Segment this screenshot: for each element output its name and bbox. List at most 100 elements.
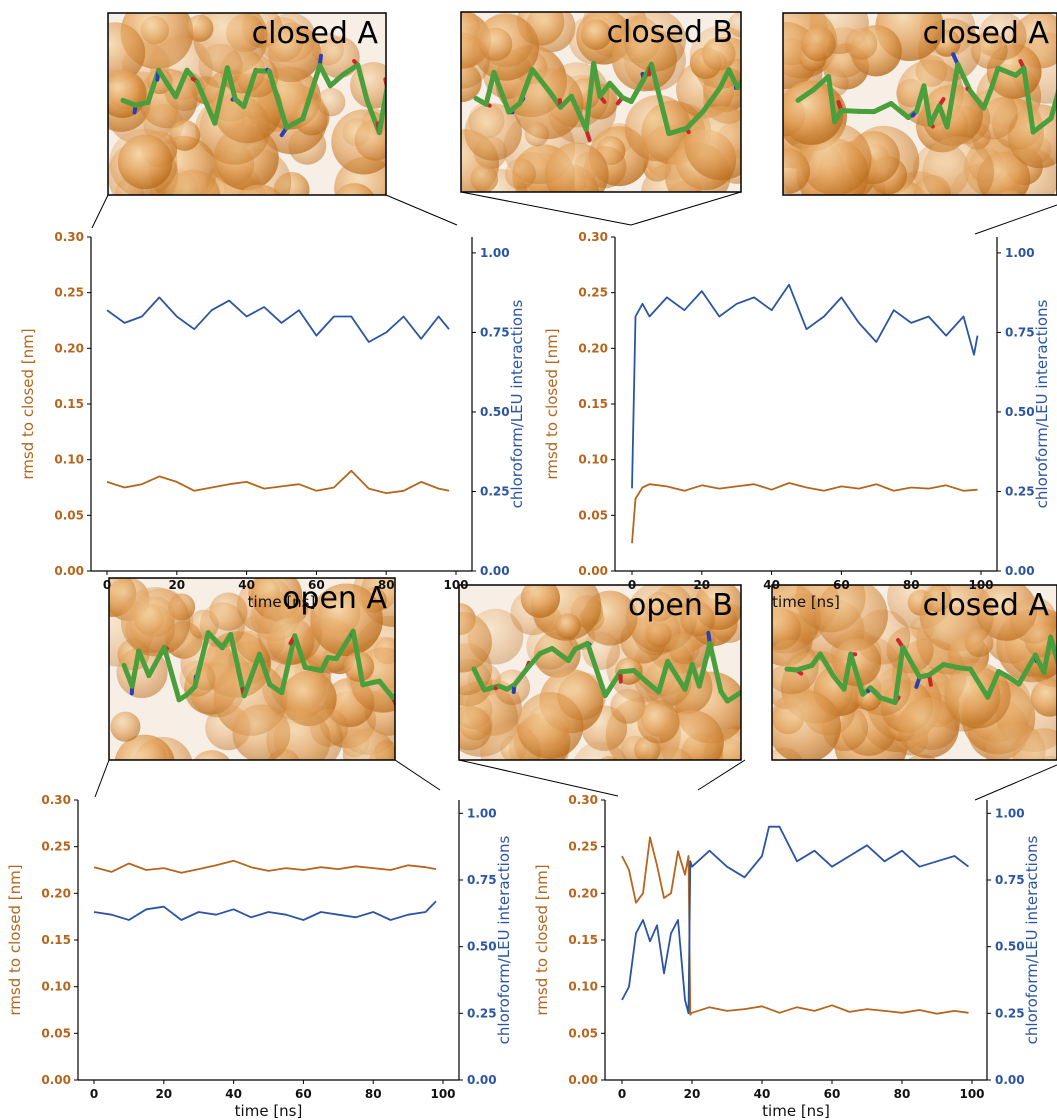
peptide-bond: [602, 669, 624, 699]
solvent-sphere: [120, 587, 191, 657]
y-left-tick-label: 0.05: [41, 1026, 71, 1040]
peptide-bond: [279, 633, 298, 696]
y-right-tick-label: 1.00: [467, 806, 497, 820]
peptide-bond: [817, 651, 836, 679]
interactions-series-line: [93, 900, 437, 921]
y-right-axis-label: chloroform/LEU interactions: [1023, 835, 1041, 1044]
solvent-sphere: [783, 80, 844, 145]
x-axis-label: time [ns]: [248, 593, 316, 611]
y-right-tick-label: 0.75: [995, 873, 1025, 887]
solvent-sphere: [1039, 755, 1057, 760]
peptide-bond: [941, 662, 962, 671]
peptide-bond: [657, 94, 672, 137]
x-tick-label: 20: [693, 578, 710, 592]
solvent-sphere: [684, 105, 741, 181]
x-tick-label: 20: [684, 1087, 701, 1101]
solvent-sphere: [897, 697, 959, 759]
solvent-sphere: [637, 701, 680, 744]
y-left-tick-label: 0.15: [41, 933, 71, 947]
molecule-inset: open B: [458, 584, 742, 761]
peptide-bond: [512, 667, 529, 688]
connector-line: [394, 759, 441, 791]
y-right-tick-label: 0.75: [467, 873, 497, 887]
rmsd-series-line: [93, 859, 437, 874]
peptide-bond: [529, 67, 552, 94]
x-tick-label: 60: [824, 1087, 841, 1101]
peptide-bond: [471, 666, 487, 693]
inset-label: open B: [628, 588, 733, 623]
inset-frame: [460, 11, 742, 193]
solvent-sphere: [108, 22, 146, 84]
peptide-bond: [568, 93, 589, 132]
x-tick-label: 0: [618, 1087, 626, 1101]
solvent-sphere: [316, 87, 346, 117]
solvent-sphere: [459, 611, 492, 673]
peptide-bond: [340, 62, 361, 77]
solvent-sphere: [643, 658, 692, 707]
peptide-bond: [871, 101, 894, 115]
y-right-tick-label: 0.75: [1005, 325, 1035, 339]
peptide-bond: [707, 640, 724, 695]
x-tick-label: 60: [833, 578, 850, 592]
molecule-inset: closed A: [782, 12, 1057, 225]
inset-frame: [108, 577, 396, 761]
peptide-bond: [317, 62, 333, 89]
solvent-sphere: [801, 26, 836, 62]
peptide-bond: [409, 118, 419, 129]
y-left-tick-label: 0.00: [578, 564, 608, 578]
peptide-bond: [224, 65, 238, 102]
inset-label: closed A: [923, 588, 1050, 623]
peptide-bond: [717, 67, 732, 91]
peptide-bond: [696, 640, 713, 689]
solvent-sphere: [544, 142, 609, 192]
connector-line: [460, 191, 632, 226]
inset-label: closed B: [607, 15, 733, 50]
solvent-sphere: [772, 585, 822, 654]
y-left-tick-label: 0.10: [578, 453, 608, 467]
peptide-bond: [397, 123, 409, 128]
peptide-bond: [944, 61, 961, 130]
y-left-tick-label: 0.00: [41, 1073, 71, 1087]
peptide-bond: [302, 664, 325, 674]
solvent-sphere: [520, 585, 561, 618]
peptide-bond: [888, 101, 911, 121]
solvent-sphere: [647, 759, 656, 760]
y-right-axis-label: chloroform/LEU interactions: [508, 299, 526, 508]
peptide-bond: [597, 80, 613, 99]
y-left-tick-label: 0.25: [568, 840, 598, 854]
solvent-sphere: [524, 122, 549, 147]
connector-line: [91, 194, 109, 229]
solvent-sphere: [845, 27, 878, 60]
solvent-sphere: [668, 632, 700, 665]
connector-line: [974, 764, 1057, 801]
solvent-sphere: [910, 200, 935, 225]
connector-line: [697, 759, 746, 791]
solvent-sphere: [815, 585, 888, 652]
y-left-axis-label: rmsd to closed [nm]: [6, 864, 24, 1015]
y-left-tick-label: 0.10: [41, 980, 71, 994]
peptide-bond: [737, 690, 741, 696]
y-left-tick-label: 0.05: [54, 508, 84, 522]
y-left-tick-label: 0.15: [54, 397, 84, 411]
solvent-sphere: [199, 93, 271, 165]
peptide-bond: [955, 61, 973, 94]
peptide-bond: [967, 666, 991, 700]
peptide-bond: [838, 107, 862, 114]
x-axis-label: time [ns]: [235, 1102, 303, 1120]
y-right-tick-label: 0.00: [467, 1073, 497, 1087]
peptide-bond: [1048, 634, 1057, 669]
x-tick-label: 100: [959, 1087, 984, 1101]
peptide-bond: [136, 648, 152, 679]
y-right-tick-label: 0.50: [995, 940, 1025, 954]
peptide-bond: [1048, 87, 1057, 121]
peptide-bond: [517, 67, 535, 106]
chart-panel: 0.00 0.05 0.10 0.15 0.20 0.25 0.30 0.00 0.25 0.50…: [543, 230, 1051, 611]
y-right-axis-label: chloroform/LEU interactions: [495, 835, 513, 1044]
peptide-bond: [656, 659, 671, 695]
solvent-sphere: [178, 194, 186, 195]
y-right-tick-label: 0.50: [480, 405, 510, 419]
solvent-sphere: [198, 43, 243, 88]
y-left-tick-label: 0.10: [568, 980, 598, 994]
chart-panel: 0.00 0.05 0.10 0.15 0.20 0.25 0.30 0.00 0.25 0.50…: [19, 230, 526, 611]
